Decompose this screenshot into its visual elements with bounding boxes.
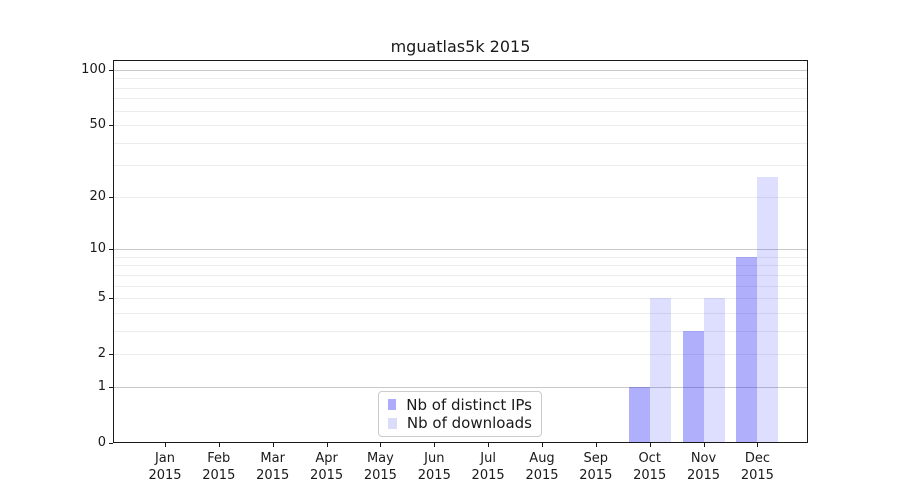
x-tick-label-nov: Nov 2015 [672,450,736,484]
gridline-minor-9 [113,256,808,258]
gridline-minor-30 [113,165,808,167]
bar-downloads-nov [703,298,725,443]
x-tick-year: 2015 [471,468,505,483]
x-tick-mark-aug [542,443,543,447]
y-tick-label-20: 20 [89,188,106,204]
x-tick-mark-feb [218,443,220,447]
x-tick-mark-jun [434,443,436,447]
legend: Nb of distinct IPs Nb of downloads [378,391,542,437]
gridline-minor-2 [113,354,808,356]
x-tick-mark-may [380,443,382,447]
x-tick-month: Dec [744,451,770,466]
x-tick-year: 2015 [525,468,559,483]
x-tick-mark-apr [326,443,328,447]
x-tick-month: Apr [315,451,338,466]
bar-distinct-ips-oct [628,386,650,443]
legend-entry: Nb of downloads [388,414,532,432]
chart-title: mguatlas5k 2015 [390,37,531,56]
bar-distinct-ips-dec [736,256,758,443]
y-tick-mark-10 [109,249,113,251]
x-tick-mark-mar [272,443,274,447]
y-tick-label-5: 5 [97,290,106,306]
y-tick-label-1: 1 [97,378,106,394]
x-tick-mark-jan [165,443,166,447]
x-tick-label-oct: Oct 2015 [618,450,682,484]
y-tick-label-50: 50 [89,117,106,132]
y-tick-label-10: 10 [89,241,106,257]
legend-label: Nb of distinct IPs [406,395,532,414]
gridline-major-10 [113,249,808,251]
gridline-minor-90 [113,78,808,80]
gridline-minor-20 [113,196,808,198]
x-tick-label-may: May 2015 [348,450,412,484]
x-tick-year: 2015 [417,468,451,483]
x-tick-label-jan: Jan 2015 [133,450,197,484]
bar-downloads-dec [757,176,779,443]
legend-swatch-icon [388,417,397,429]
x-tick-year: 2015 [256,468,290,483]
x-tick-year: 2015 [633,468,667,483]
x-tick-year: 2015 [363,468,397,483]
bar-downloads-oct [649,298,671,443]
plot-area: Nb of distinct IPs Nb of downloads [113,60,808,443]
x-tick-label-jul: Jul 2015 [456,450,520,484]
y-tick-mark-0 [109,443,113,444]
gridline-minor-5 [113,298,808,300]
x-tick-year: 2015 [148,468,182,483]
x-tick-month: Aug [529,451,555,466]
gridline-minor-8 [113,265,808,267]
x-tick-year: 2015 [310,468,344,483]
y-tick-mark-5 [109,298,113,300]
x-tick-month: Jun [424,451,445,466]
x-tick-year: 2015 [740,468,774,483]
x-tick-label-jun: Jun 2015 [402,450,466,484]
gridline-major-100 [113,69,808,71]
gridline-minor-6 [113,285,808,287]
y-tick-mark-20 [109,196,113,198]
y-tick-label-2: 2 [97,346,106,362]
gridline-minor-3 [113,330,808,332]
gridline-major-1 [113,386,808,388]
x-tick-year: 2015 [202,468,236,483]
x-tick-year: 2015 [579,468,613,483]
gridline-minor-40 [113,142,808,144]
gridline-minor-70 [113,98,808,100]
x-tick-month: Jan [154,451,176,466]
x-tick-mark-oct [649,443,651,447]
x-tick-mark-dec [757,443,759,447]
x-tick-month: May [366,451,394,466]
bar-distinct-ips-nov [682,330,704,443]
x-tick-month: Oct [638,451,661,466]
legend-swatch-icon [388,399,397,411]
y-tick-mark-2 [109,354,113,356]
x-tick-label-aug: Aug 2015 [510,450,574,484]
x-tick-mark-sep [595,443,597,447]
x-tick-label-dec: Dec 2015 [725,450,789,484]
x-tick-mark-nov [703,443,705,447]
gridline-minor-60 [113,110,808,112]
x-tick-label-feb: Feb 2015 [187,450,251,484]
x-tick-month: Nov [690,451,717,466]
legend-label: Nb of downloads [406,414,532,433]
x-tick-month: Feb [207,451,231,466]
x-tick-month: Sep [583,451,609,466]
x-tick-month: Mar [260,451,285,466]
x-tick-label-apr: Apr 2015 [295,450,359,484]
gridline-minor-50 [113,125,808,126]
legend-entry: Nb of distinct IPs [388,396,532,414]
gridline-minor-7 [113,274,808,276]
y-tick-label-100: 100 [81,61,106,77]
x-tick-mark-jul [488,443,490,447]
x-tick-label-mar: Mar 2015 [241,450,305,484]
gridline-minor-4 [113,312,808,314]
y-tick-mark-50 [109,125,113,126]
x-tick-month: Jul [480,451,496,466]
gridline-minor-80 [113,87,808,89]
x-tick-label-sep: Sep 2015 [564,450,628,484]
y-tick-mark-1 [109,386,113,388]
y-tick-mark-100 [109,69,113,71]
y-tick-label-0: 0 [97,435,106,450]
x-tick-year: 2015 [686,468,721,483]
